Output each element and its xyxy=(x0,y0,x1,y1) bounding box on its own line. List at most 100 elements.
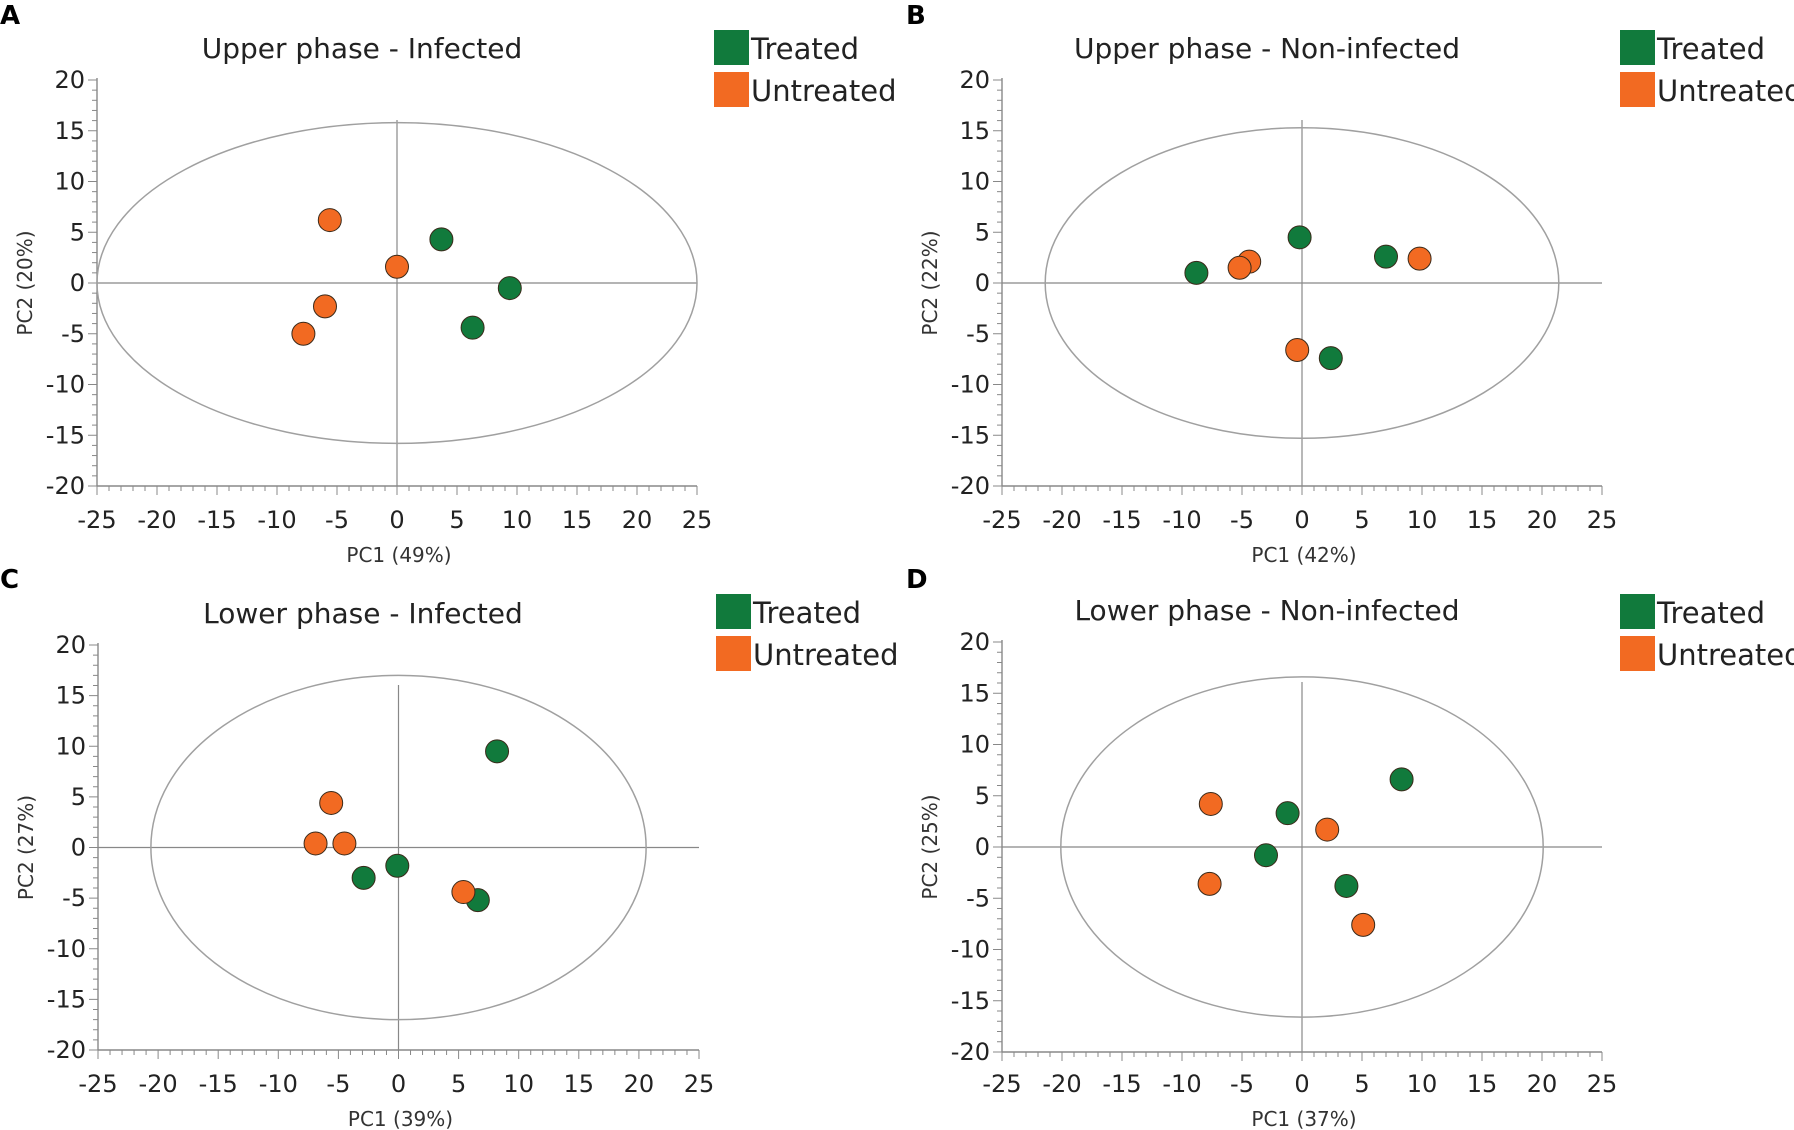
legend-label-untreated: Untreated xyxy=(753,638,899,672)
legend-label-untreated: Untreated xyxy=(1657,638,1794,672)
confidence-ellipse xyxy=(1060,676,1544,1018)
x-tick-label: -5 xyxy=(1230,506,1254,534)
y-tick-label: 20 xyxy=(959,66,990,94)
panel-letter: B xyxy=(906,1,926,31)
untreated-point xyxy=(291,321,316,346)
y-tick-label: -15 xyxy=(47,985,86,1013)
x-tick-label: 25 xyxy=(684,1070,715,1098)
untreated-point xyxy=(332,831,357,856)
y-tick-label: -20 xyxy=(47,1036,86,1064)
x-tick-label: -25 xyxy=(77,506,116,534)
x-tick-label: 5 xyxy=(451,1070,466,1098)
x-tick-label: 0 xyxy=(1294,506,1309,534)
x-tick-label: 5 xyxy=(1354,1070,1369,1098)
x-tick-label: -20 xyxy=(1042,506,1081,534)
y-tick-label: 10 xyxy=(959,731,990,759)
y-tick-label: 15 xyxy=(54,117,85,145)
x-tick-label: 20 xyxy=(1527,506,1558,534)
x-tick-label: 10 xyxy=(503,1070,534,1098)
y-tick-label: -20 xyxy=(951,1038,990,1066)
x-tick-label: -15 xyxy=(199,1070,238,1098)
treated-point xyxy=(485,739,510,764)
x-tick-label: 5 xyxy=(449,506,464,534)
x-tick-label: 20 xyxy=(1527,1070,1558,1098)
y-tick-label: -15 xyxy=(951,421,990,449)
y-tick-label: -5 xyxy=(62,884,86,912)
y-tick-label: -10 xyxy=(951,371,990,399)
legend-swatch-untreated xyxy=(1620,636,1655,671)
y-tick-label: 0 xyxy=(71,834,86,862)
y-tick-label: -20 xyxy=(46,472,85,500)
panel-a: A Upper phase - Infected -25 -20 -15 -10 -5 0 5 1… xyxy=(0,1,897,567)
untreated-point xyxy=(317,208,342,233)
y-tick-label: -15 xyxy=(46,421,85,449)
y-tick-label: -10 xyxy=(46,371,85,399)
untreated-point xyxy=(451,880,476,905)
treated-point xyxy=(1389,767,1414,792)
x-tick-label: 10 xyxy=(502,506,533,534)
x-tick-label: 20 xyxy=(624,1070,655,1098)
legend-label-treated: Treated xyxy=(1656,32,1765,66)
panel-c: C Lower phase - Infected -25 -20 -15 -10 -5 0 5 1… xyxy=(0,565,899,1130)
x-tick-label: -20 xyxy=(137,506,176,534)
x-tick-label: -5 xyxy=(325,506,349,534)
panel-b: B Upper phase - Non-infected -25 -20 -15 -10 -… xyxy=(906,1,1794,567)
treated-point xyxy=(1254,843,1278,868)
y-tick-label: 0 xyxy=(70,269,85,297)
treated-point xyxy=(385,853,410,878)
confidence-ellipse xyxy=(96,121,698,445)
x-tick-label: 25 xyxy=(1587,506,1618,534)
y-tick-label: 15 xyxy=(959,117,990,145)
legend-label-untreated: Untreated xyxy=(751,74,897,108)
untreated-point xyxy=(1198,791,1223,816)
x-tick-label: 15 xyxy=(562,506,593,534)
confidence-ellipse xyxy=(150,674,647,1021)
y-tick-label: 5 xyxy=(975,782,990,810)
x-axis-label: PC1 (39%) xyxy=(348,1107,453,1130)
chart-title: Upper phase - Non-infected xyxy=(1074,32,1460,65)
x-tick-label: -10 xyxy=(259,1070,298,1098)
x-tick-label: 15 xyxy=(564,1070,595,1098)
y-tick-label: 0 xyxy=(975,833,990,861)
x-axis-label: PC1 (42%) xyxy=(1251,543,1356,567)
x-tick-label: -10 xyxy=(257,506,296,534)
x-tick-label: 15 xyxy=(1467,506,1498,534)
confidence-ellipse xyxy=(1044,126,1560,440)
x-tick-label: -25 xyxy=(982,1070,1021,1098)
panel-d: D Lower phase - Non-infected -25 -20 -15 -10 -… xyxy=(906,565,1794,1130)
y-tick-label: 0 xyxy=(975,269,990,297)
untreated-point xyxy=(1315,817,1340,842)
y-tick-label: 15 xyxy=(55,682,86,710)
x-tick-label: 25 xyxy=(682,506,713,534)
chart-title: Lower phase - Non-infected xyxy=(1074,594,1459,627)
x-tick-label: 5 xyxy=(1354,506,1369,534)
y-tick-label: -10 xyxy=(47,935,86,963)
panel-letter: D xyxy=(906,565,928,595)
x-tick-label: -15 xyxy=(197,506,236,534)
treated-point xyxy=(351,865,376,890)
legend-swatch-treated xyxy=(714,30,749,65)
y-tick-label: -10 xyxy=(951,936,990,964)
y-tick-label: -5 xyxy=(966,320,990,348)
y-tick-label: 20 xyxy=(55,631,86,659)
untreated-point xyxy=(319,790,344,815)
treated-point xyxy=(1275,801,1300,826)
y-tick-label: -5 xyxy=(61,320,85,348)
legend-label-treated: Treated xyxy=(750,32,859,66)
treated-point xyxy=(1374,244,1398,269)
x-tick-label: 10 xyxy=(1407,506,1438,534)
y-axis-label: PC2 (22%) xyxy=(918,230,942,335)
x-tick-label: 0 xyxy=(389,506,404,534)
y-tick-label: -20 xyxy=(951,472,990,500)
x-tick-label: -15 xyxy=(1102,1070,1141,1098)
legend-swatch-untreated xyxy=(714,72,749,107)
legend-swatch-untreated xyxy=(716,636,751,671)
untreated-point xyxy=(1407,246,1432,271)
x-tick-label: -25 xyxy=(982,506,1021,534)
legend-swatch-treated xyxy=(1620,594,1655,629)
x-tick-label: -5 xyxy=(1230,1070,1254,1098)
legend-label-untreated: Untreated xyxy=(1657,74,1794,108)
treated-point xyxy=(1334,873,1359,898)
y-tick-label: 10 xyxy=(55,732,86,760)
